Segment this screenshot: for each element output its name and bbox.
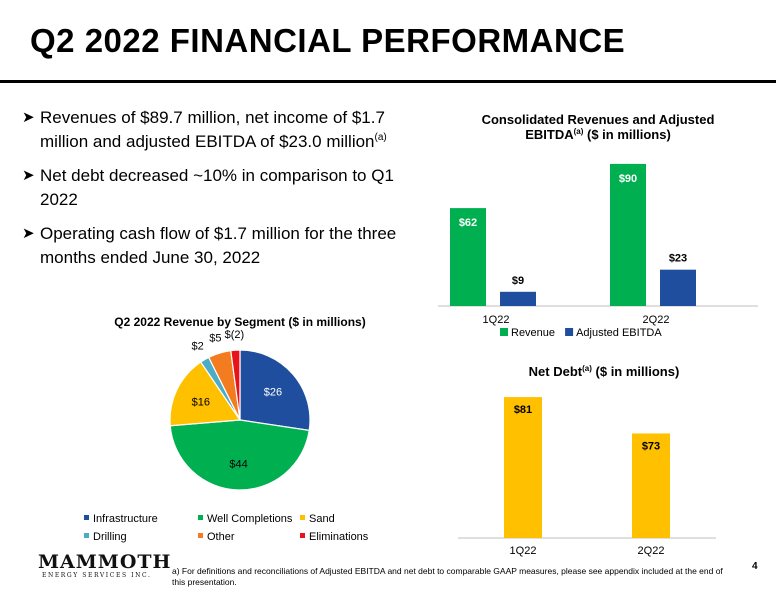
revenue-ebitda-chart: Consolidated Revenues and AdjustedEBITDA… xyxy=(438,112,758,339)
pie-slice-sand xyxy=(169,361,242,427)
legend-swatch xyxy=(84,515,89,520)
bullet-footnote-ref: (a) xyxy=(374,132,387,143)
legend-label: Adjusted EBITDA xyxy=(576,327,662,339)
legend-swatch xyxy=(198,533,203,538)
legend-swatch xyxy=(565,328,574,336)
chart-title: Q2 2022 Revenue by Segment ($ in million… xyxy=(114,315,365,329)
pie-data-label: $16 xyxy=(192,396,210,408)
bar-net-debt xyxy=(504,397,542,538)
pie-slice-infrastructure xyxy=(239,349,311,432)
legend-label: Revenue xyxy=(511,327,555,339)
data-label: $90 xyxy=(619,173,637,185)
legend-label: Other xyxy=(207,531,235,543)
pie-data-label: $26 xyxy=(264,387,282,399)
legend-swatch xyxy=(500,328,508,336)
legend-label: Well Completions xyxy=(207,513,293,525)
bar-adjusted-ebitda xyxy=(660,269,696,306)
bullet-text: Net debt decreased ~10% in comparison to… xyxy=(40,166,394,209)
legend-label: Drilling xyxy=(93,531,127,543)
legend-swatch xyxy=(300,515,305,520)
data-label: $62 xyxy=(459,217,477,229)
pie-data-label: $5 xyxy=(209,333,221,345)
net-debt-chart: Net Debt(a) ($ in millions) $81 1Q22 $73 2Q2… xyxy=(458,364,716,557)
pie-data-label: $44 xyxy=(229,458,247,470)
bar-revenue xyxy=(610,163,646,306)
slide-title: Q2 2022 FINANCIAL PERFORMANCE xyxy=(30,22,626,59)
pie-slice-eliminations xyxy=(230,349,241,421)
legend-label: Eliminations xyxy=(309,531,369,543)
x-tick-label: 1Q22 xyxy=(483,314,510,326)
legend-swatch xyxy=(300,533,305,538)
page-number: 4 xyxy=(752,561,758,572)
data-label: $9 xyxy=(512,275,524,287)
bar-net-debt xyxy=(632,433,670,538)
data-label: $73 xyxy=(642,440,660,452)
legend-swatch xyxy=(198,515,203,520)
bullet-item: ➤ Revenues of $89.7 million, net income … xyxy=(22,106,400,154)
logo-tagline: ENERGY SERVICES INC. xyxy=(42,572,152,579)
chart-title: EBITDA(a) ($ in millions) xyxy=(525,127,671,142)
bullet-text: Operating cash flow of $1.7 million for … xyxy=(40,224,397,267)
chart-title: Net Debt(a) ($ in millions) xyxy=(529,364,680,379)
revenue-segment-pie-chart: Q2 2022 Revenue by Segment ($ in million… xyxy=(84,315,369,543)
logo-wordmark: MAMMOTH xyxy=(38,551,172,573)
legend-label: Infrastructure xyxy=(93,513,158,525)
bar-adjusted-ebitda xyxy=(500,291,536,306)
x-tick-label: 2Q22 xyxy=(643,314,670,326)
pie-data-label: $2 xyxy=(191,340,203,352)
arrow-bullet-icon: ➤ xyxy=(22,225,35,242)
arrow-bullet-icon: ➤ xyxy=(22,109,35,126)
pie-data-label: $(2) xyxy=(225,329,245,341)
bar-revenue xyxy=(450,208,486,306)
company-logo: MAMMOTH ENERGY SERVICES INC. xyxy=(38,551,172,580)
pie-slice-well-completions xyxy=(169,419,310,491)
data-label: $23 xyxy=(669,253,687,265)
title-divider xyxy=(0,80,776,83)
arrow-bullet-icon: ➤ xyxy=(22,167,35,184)
data-label: $81 xyxy=(514,404,532,416)
x-tick-label: 1Q22 xyxy=(510,545,537,557)
bullet-item: ➤ Net debt decreased ~10% in comparison … xyxy=(22,164,400,212)
legend-swatch xyxy=(84,533,89,538)
chart-title: Consolidated Revenues and Adjusted xyxy=(482,112,715,127)
x-tick-label: 2Q22 xyxy=(638,545,665,557)
footnote: a) For definitions and reconciliations o… xyxy=(172,566,723,587)
bullet-text: Revenues of $89.7 million, net income of… xyxy=(40,108,385,151)
bullet-item: ➤ Operating cash flow of $1.7 million fo… xyxy=(22,222,400,270)
key-points-list: ➤ Revenues of $89.7 million, net income … xyxy=(22,106,400,280)
legend-label: Sand xyxy=(309,513,335,525)
